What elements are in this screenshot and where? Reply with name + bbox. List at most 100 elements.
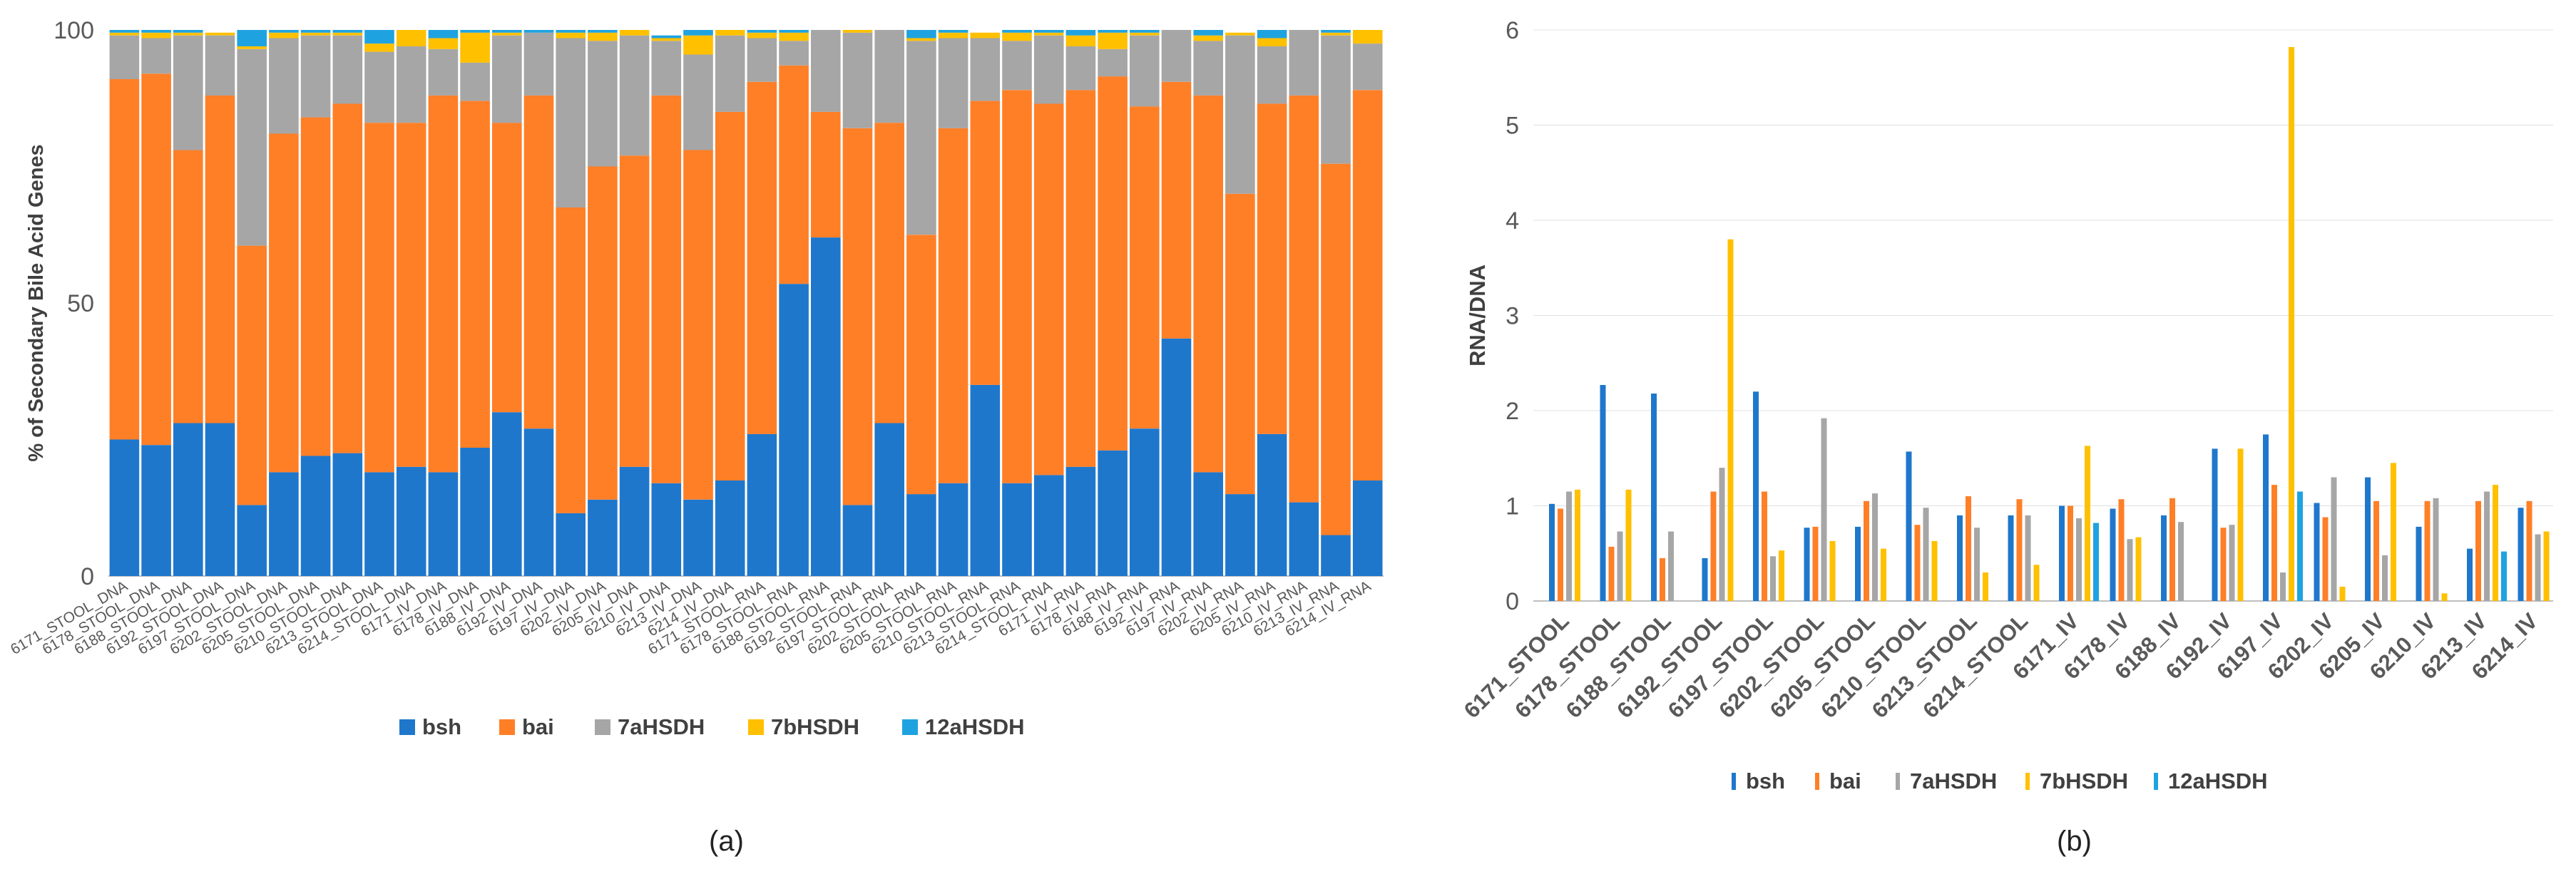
bar-7ahsdh-6214-iv-rna <box>1352 43 1383 91</box>
bar-7bhsdh-6171-iv <box>2085 446 2090 601</box>
bar-bsh-6213-iv-rna <box>1321 535 1351 576</box>
bar-7bhsdh-6192-stool-rna <box>842 30 873 33</box>
bar-bsh-6178-iv-dna <box>460 448 490 576</box>
bar-bai-6178-stool-rna <box>779 65 809 284</box>
bar-7ahsdh-6213-iv-dna <box>683 54 713 150</box>
bar-7bhsdh-6192-stool-dna <box>205 32 235 36</box>
y-tick-label-b: 0 <box>1506 588 1519 615</box>
bar-bsh-6213-iv <box>2467 548 2473 601</box>
bar-7ahsdh-6214-stool-rna <box>1033 35 1064 104</box>
bar-bai-6171-stool-rna <box>747 81 777 434</box>
bar-7ahsdh-6205-stool-dna <box>300 35 331 118</box>
bar-bsh-6214-iv-dna <box>715 481 745 576</box>
bar-bsh-6214-iv-rna <box>1352 481 1383 576</box>
bar-bai-6188-stool-rna <box>811 111 841 238</box>
bar-12ahsdh-6197-iv-rna <box>1193 30 1223 36</box>
bar-7ahsdh-6171-stool <box>1566 491 1572 601</box>
bar-7ahsdh-6213-stool <box>1974 528 1980 601</box>
bar-12ahsdh-6171-iv-rna <box>1065 30 1096 36</box>
bar-bsh-6214-stool-dna <box>396 466 426 576</box>
bar-7ahsdh-6214-stool-dna <box>396 46 426 123</box>
bar-bsh-6171-iv-rna <box>1065 466 1096 576</box>
bar-12ahsdh-6178-iv-dna <box>460 30 490 33</box>
bar-7bhsdh-6178-iv-dna <box>460 32 490 63</box>
bar-7bhsdh-6171-stool-dna <box>109 32 140 36</box>
bar-bai-6210-iv <box>2424 500 2431 601</box>
bar-bai-6214-iv-dna <box>715 111 745 481</box>
bar-bai-6192-stool-rna <box>842 128 873 505</box>
legend-label-bsh-b: bsh <box>1746 769 1785 793</box>
legend-swatch-7ahsdh-b <box>1896 773 1900 790</box>
bar-12ahsdh-6213-iv-rna <box>1321 30 1351 33</box>
bar-7ahsdh-6202-iv <box>2331 477 2337 601</box>
bar-bsh-6178-iv <box>2110 508 2116 601</box>
bar-7bhsdh-6214-iv-dna <box>715 30 745 36</box>
bar-bai-6210-stool-dna <box>332 103 363 453</box>
bar-7ahsdh-6213-stool-dna <box>364 51 394 123</box>
bar-bai-6214-stool <box>2016 499 2023 601</box>
y-tick-label-a: 100 <box>53 17 94 44</box>
bar-7ahsdh-6214-iv <box>2535 534 2541 601</box>
bar-bsh-6197-iv <box>2263 434 2269 601</box>
bar-7ahsdh-6178-iv-rna <box>1098 48 1128 77</box>
bar-7ahsdh-6197-stool <box>1770 556 1776 601</box>
legend-label-12ahsdh-a: 12aHSDH <box>925 714 1025 739</box>
bar-12ahsdh-6197-stool-dna <box>237 30 267 46</box>
bar-7bhsdh-6202-iv-dna <box>588 32 618 41</box>
bar-7bhsdh-6214-stool-rna <box>1033 32 1064 36</box>
y-axis-title-b: RNA/DNA <box>1465 264 1490 366</box>
bar-bai-6188-iv-rna <box>1130 106 1160 429</box>
bar-bsh-6205-stool-dna <box>300 456 331 576</box>
legend-label-bai-b: bai <box>1829 769 1861 793</box>
bar-7ahsdh-6178-stool <box>1617 531 1623 601</box>
bar-bsh-6192-stool <box>1702 557 1708 601</box>
bar-12ahsdh-6178-stool-rna <box>779 30 809 33</box>
bar-7ahsdh-6171-iv-dna <box>428 48 459 96</box>
bar-12ahsdh-6188-iv-dna <box>492 30 522 33</box>
bar-bai-6178-iv <box>2118 499 2125 601</box>
bar-bsh-6202-iv-dna <box>588 499 618 576</box>
bar-bsh-6214-stool-rna <box>1033 475 1064 576</box>
bar-bai-6171-iv <box>2068 505 2073 601</box>
bar-7bhsdh-6197-iv <box>2289 47 2294 601</box>
bar-7ahsdh-6210-iv-dna <box>651 41 682 96</box>
bar-bai-6210-iv-dna <box>651 95 682 483</box>
bar-12ahsdh-6213-iv-dna <box>683 30 713 36</box>
bar-12ahsdh-6202-stool-dna <box>269 30 299 33</box>
bar-bai-6178-iv-dna <box>460 101 490 448</box>
bar-7ahsdh-6192-iv-rna <box>1161 30 1192 82</box>
bar-7bhsdh-6210-iv-dna <box>651 38 682 41</box>
bar-bsh-6188-stool-rna <box>811 237 841 576</box>
legend-label-7bhsdh-b: 7bHSDH <box>2040 769 2128 793</box>
bar-bai-6171-stool-dna <box>109 78 140 440</box>
bar-12ahsdh-6213-iv <box>2501 551 2507 601</box>
y-tick-label-a: 0 <box>81 563 94 590</box>
legend-swatch-7bhsdh-b <box>2025 773 2030 790</box>
bar-bai-6210-stool-rna <box>970 101 1001 385</box>
bar-12ahsdh-6192-iv-dna <box>523 30 554 33</box>
bar-7ahsdh-6197-stool-dna <box>237 48 267 246</box>
bar-7ahsdh-6214-iv-dna <box>715 35 745 112</box>
bar-bai-6197-iv-rna <box>1193 95 1223 473</box>
bar-7bhsdh-6202-stool-rna <box>906 38 936 41</box>
bar-7ahsdh-6202-stool-dna <box>269 38 299 134</box>
bar-7ahsdh-6210-stool-dna <box>332 35 363 104</box>
legend-swatch-bai-b <box>1815 773 1819 790</box>
bar-bsh-6197-stool-rna <box>874 423 904 576</box>
legend-swatch-7bhsdh-a <box>748 719 764 735</box>
bar-7bhsdh-6214-iv-rna <box>1352 30 1383 44</box>
bar-bai-6205-iv-dna <box>619 155 650 467</box>
bar-12ahsdh-6171-stool-dna <box>109 30 140 33</box>
bar-bai-6171-stool <box>1558 508 1563 601</box>
bar-12ahsdh-6210-iv-dna <box>651 35 682 38</box>
bar-12ahsdh-6214-stool-rna <box>1033 30 1064 33</box>
bar-7ahsdh-6178-stool-dna <box>141 38 171 74</box>
bar-bai-6202-stool <box>1812 526 1819 601</box>
bar-7bhsdh-6178-iv <box>2135 537 2142 601</box>
bar-12ahsdh-6213-stool-rna <box>1002 30 1032 33</box>
bar-7bhsdh-6188-iv-rna <box>1130 32 1160 36</box>
bar-bsh-6197-stool <box>1753 391 1759 601</box>
bar-bai-6214-iv <box>2526 500 2532 601</box>
legend-label-7ahsdh-b: 7aHSDH <box>1910 769 1997 793</box>
bar-7bhsdh-6171-iv-rna <box>1065 35 1096 46</box>
